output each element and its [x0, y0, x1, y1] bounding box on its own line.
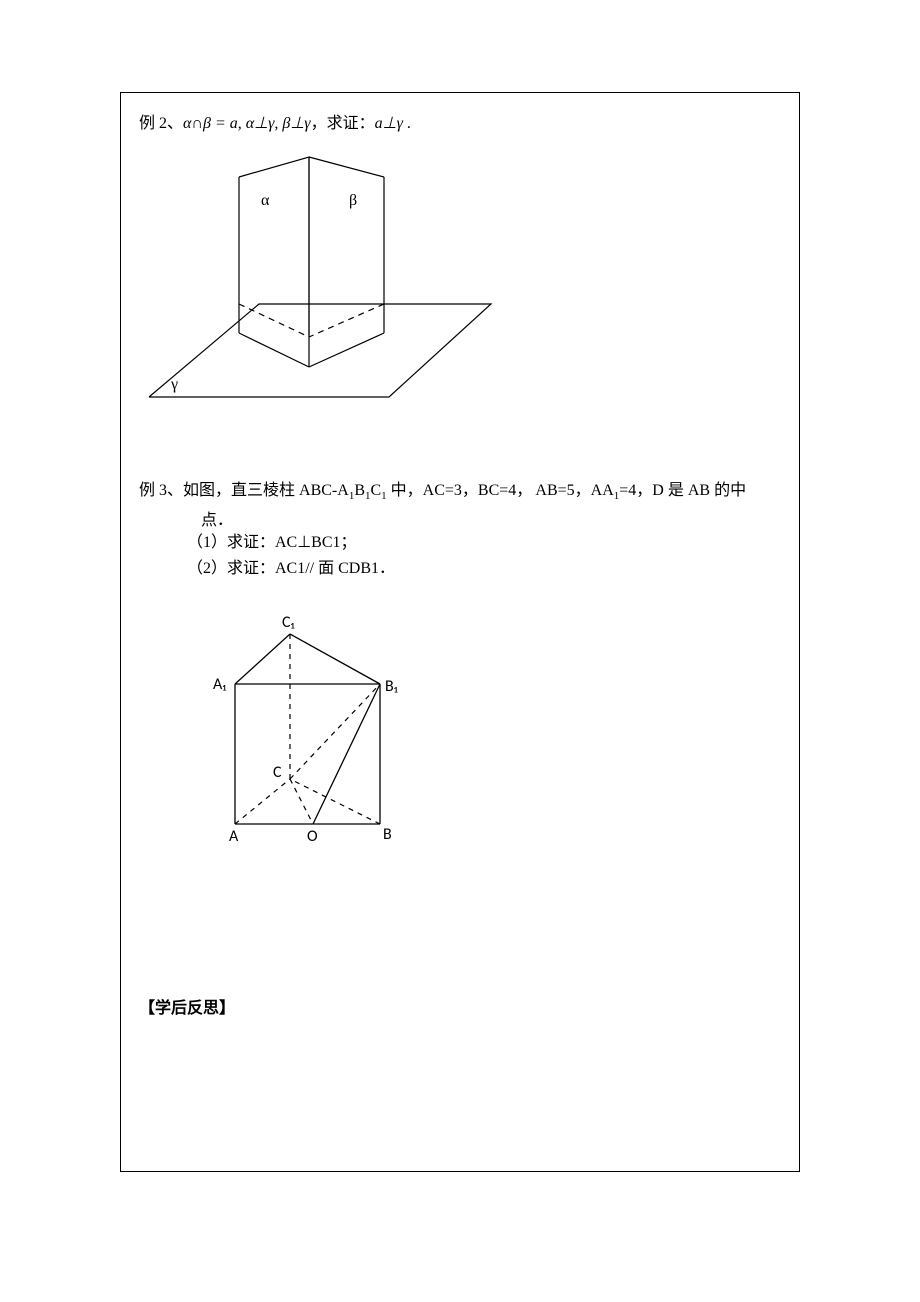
problem-3-diagram: C₁ A₁ B₁ C A O B	[185, 599, 425, 859]
p3-l1b: B	[354, 482, 365, 499]
hidden-base-right	[309, 304, 384, 337]
edge-OB1	[313, 684, 380, 824]
label-C1: C₁	[282, 613, 295, 632]
p3-q2s2: 1	[371, 560, 379, 577]
problem-2-prove: a⊥γ	[375, 115, 403, 132]
p3-q2a: （2）求证：AC	[187, 560, 297, 577]
label-B: B	[383, 825, 392, 844]
p3-q2c: ．	[379, 560, 395, 577]
problem-3-prefix: 例 3、	[139, 482, 183, 499]
label-A: A	[229, 827, 239, 846]
beta-front-bottom	[309, 333, 384, 367]
problem-2-prove-prefix: 求证：	[327, 115, 375, 132]
p3-l1e: =4，D 是 AB 的中	[619, 482, 746, 499]
p3-l1d: 中，AC=3，BC=4， AB=5，AA	[387, 482, 614, 499]
problem-2-statement: 例 2、α∩β = a, α⊥γ, β⊥γ，求证：a⊥γ .	[139, 113, 781, 135]
alpha-label: α	[261, 192, 270, 209]
label-C: C	[273, 763, 282, 782]
edge-AC	[235, 779, 290, 824]
problem-2-diagram: α β γ	[139, 139, 499, 449]
p3-l1c: C	[370, 482, 381, 499]
problem-2-period: .	[403, 115, 411, 132]
label-A1: A₁	[213, 675, 226, 694]
problem-2-prefix: 例 2、	[139, 115, 183, 132]
p3-l2: 点．	[201, 512, 233, 529]
problem-3-statement: 例 3、如图，直三棱柱 ABC-A1B1C1 中，AC=3，BC=4， AB=5…	[139, 477, 781, 506]
problem-3-line2: 点．	[139, 506, 781, 530]
edge-A1C1	[235, 634, 290, 684]
edge-BC	[290, 779, 380, 824]
reflection-heading: 【学后反思】	[139, 994, 781, 1018]
edge-CB1	[290, 684, 380, 779]
label-B1: B₁	[385, 677, 398, 696]
gamma-plane-outline	[149, 304, 491, 397]
edge-CO	[290, 779, 313, 824]
gamma-label: γ	[170, 376, 178, 393]
hidden-base-left	[239, 304, 309, 337]
edge-B1C1	[290, 634, 380, 684]
label-O: O	[307, 827, 318, 846]
p3-q1a: （1）求证：AC⊥BC	[187, 534, 333, 551]
problem-2-comma: ，	[311, 115, 327, 132]
problem-2-givens: α∩β = a, α⊥γ, β⊥γ	[183, 115, 311, 132]
p3-q2b: // 面 CDB	[305, 560, 371, 577]
p3-l1a: 如图，直三棱柱 ABC-A	[183, 482, 349, 499]
beta-face	[309, 157, 384, 177]
p3-q1b: ；	[341, 534, 357, 551]
p3-q1s: 1	[333, 534, 341, 551]
problem-3-q1: （1）求证：AC⊥BC1；	[139, 530, 781, 556]
beta-label: β	[349, 192, 357, 209]
alpha-face	[239, 157, 309, 337]
alpha-front-bottom	[239, 333, 309, 367]
problem-3-q2: （2）求证：AC1// 面 CDB1．	[139, 556, 781, 582]
